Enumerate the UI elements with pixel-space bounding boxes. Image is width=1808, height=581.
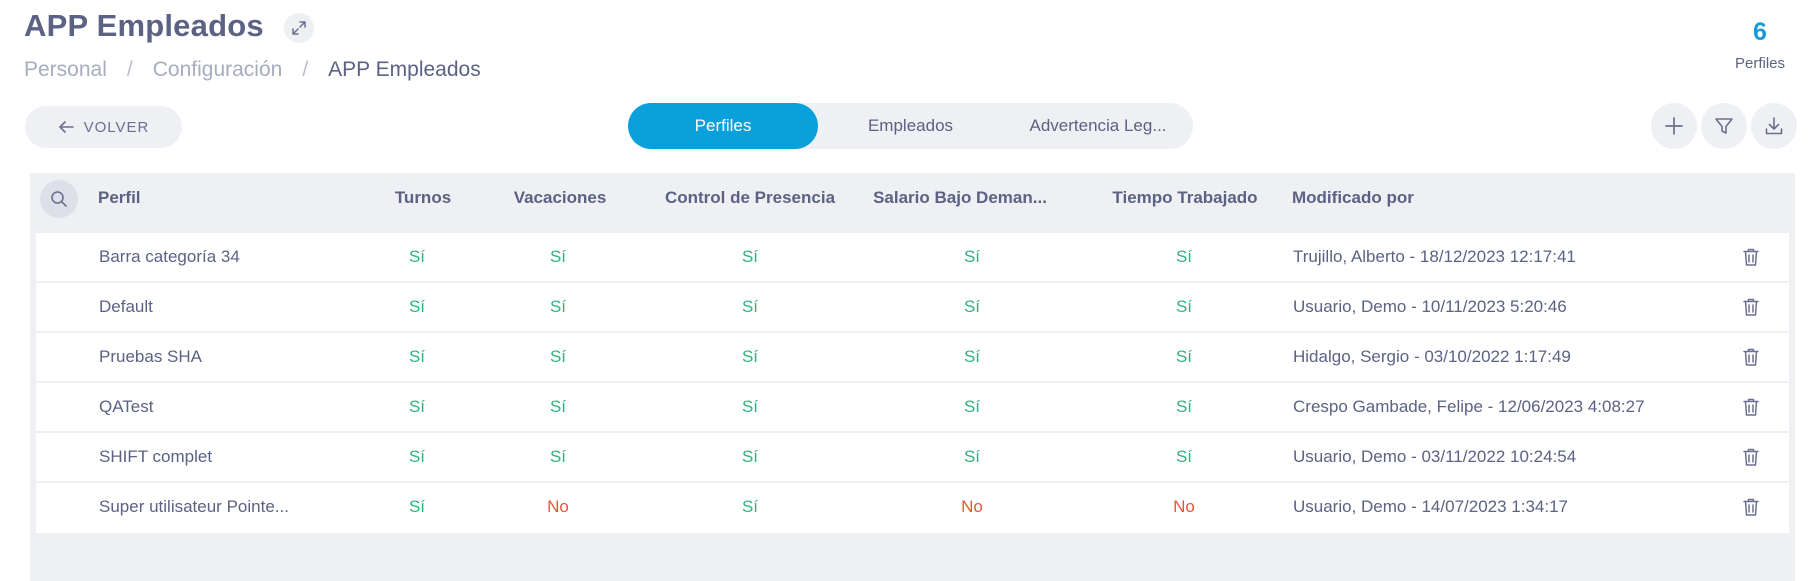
cell-modificado: Usuario, Demo - 10/11/2023 5:20:46	[1293, 297, 1567, 316]
arrow-left-icon	[58, 121, 74, 133]
cell-vacaciones: Sí	[549, 397, 567, 416]
table-body: Barra categoría 34 Sí Sí Sí Sí Sí Trujil…	[36, 233, 1789, 533]
cell-modificado: Trujillo, Alberto - 18/12/2023 12:17:41	[1293, 247, 1576, 266]
cell-modificado: Usuario, Demo - 14/07/2023 1:34:17	[1293, 497, 1569, 516]
profile-counter: 6 Perfiles	[1720, 15, 1800, 72]
cell-control: Sí	[741, 247, 759, 266]
cell-tiempo: Sí	[1175, 447, 1193, 466]
cell-tiempo: No	[1173, 497, 1195, 516]
delete-row-button[interactable]	[1740, 446, 1762, 468]
breadcrumb-configuracion[interactable]: Configuración	[152, 58, 283, 81]
trash-icon	[1743, 248, 1759, 266]
cell-turnos: Sí	[408, 397, 426, 416]
cell-vacaciones: Sí	[549, 347, 567, 366]
download-icon	[1765, 117, 1783, 135]
tab-advertencia-legal[interactable]: Advertencia Leg...	[1029, 116, 1167, 135]
table-row[interactable]: Default Sí Sí Sí Sí Sí Usuario, Demo - 1…	[36, 283, 1789, 333]
cell-control: Sí	[741, 447, 759, 466]
cell-modificado: Crespo Gambade, Felipe - 12/06/2023 4:08…	[1293, 397, 1645, 416]
cell-perfil: Default	[99, 297, 153, 316]
delete-row-button[interactable]	[1740, 496, 1762, 518]
cell-salario: No	[961, 497, 983, 516]
filter-button[interactable]	[1701, 103, 1747, 149]
breadcrumb: Personal / Configuración / APP Empleados	[24, 58, 481, 82]
cell-perfil: Super utilisateur Pointe...	[99, 497, 289, 516]
profile-count-label: Perfiles	[1734, 55, 1786, 72]
cell-turnos: Sí	[408, 247, 426, 266]
trash-icon	[1743, 448, 1759, 466]
table-row[interactable]: Pruebas SHA Sí Sí Sí Sí Sí Hidalgo, Serg…	[36, 333, 1789, 383]
plus-icon	[1665, 117, 1683, 135]
cell-tiempo: Sí	[1175, 347, 1193, 366]
cell-tiempo: Sí	[1175, 247, 1193, 266]
cell-tiempo: Sí	[1175, 297, 1193, 316]
back-button[interactable]: VOLVER	[25, 106, 182, 148]
table-row[interactable]: Barra categoría 34 Sí Sí Sí Sí Sí Trujil…	[36, 233, 1789, 283]
breadcrumb-personal[interactable]: Personal	[24, 58, 107, 81]
delete-row-button[interactable]	[1740, 246, 1762, 268]
column-header-vacaciones[interactable]: Vacaciones	[513, 188, 607, 207]
trash-icon	[1743, 498, 1759, 516]
profile-count: 6	[1753, 18, 1767, 46]
add-button[interactable]	[1651, 103, 1697, 149]
expand-button[interactable]	[284, 13, 314, 43]
cell-modificado: Hidalgo, Sergio - 03/10/2022 1:17:49	[1293, 347, 1571, 366]
cell-salario: Sí	[963, 397, 981, 416]
trash-icon	[1743, 298, 1759, 316]
cell-vacaciones: Sí	[549, 297, 567, 316]
column-header-perfil[interactable]: Perfil	[98, 188, 141, 207]
table-row[interactable]: QATest Sí Sí Sí Sí Sí Crespo Gambade, Fe…	[36, 383, 1789, 433]
breadcrumb-separator: /	[302, 58, 309, 81]
cell-vacaciones: No	[547, 497, 569, 516]
page-title: APP Empleados	[24, 8, 264, 43]
delete-row-button[interactable]	[1740, 396, 1762, 418]
delete-row-button[interactable]	[1740, 346, 1762, 368]
cell-control: Sí	[741, 297, 759, 316]
cell-vacaciones: Sí	[549, 447, 567, 466]
cell-turnos: Sí	[408, 297, 426, 316]
filter-icon	[1715, 118, 1733, 134]
cell-vacaciones: Sí	[549, 247, 567, 266]
column-header-turnos[interactable]: Turnos	[394, 188, 452, 207]
column-header-control-presencia[interactable]: Control de Presencia	[664, 188, 836, 207]
tab-perfiles[interactable]: Perfiles	[628, 103, 818, 149]
tab-bar: Perfiles Empleados Advertencia Leg...	[628, 103, 1193, 149]
cell-modificado: Usuario, Demo - 03/11/2022 10:24:54	[1293, 447, 1577, 466]
table-search-button[interactable]	[40, 180, 78, 218]
column-header-salario[interactable]: Salario Bajo Deman...	[873, 188, 1047, 207]
table-header: Perfil Turnos Vacaciones Control de Pres…	[30, 173, 1795, 223]
cell-turnos: Sí	[408, 347, 426, 366]
profiles-table: Perfil Turnos Vacaciones Control de Pres…	[30, 173, 1795, 581]
cell-perfil: SHIFT complet	[99, 447, 213, 466]
breadcrumb-separator: /	[126, 58, 133, 81]
cell-turnos: Sí	[408, 497, 426, 516]
cell-salario: Sí	[963, 347, 981, 366]
cell-control: Sí	[741, 497, 759, 516]
delete-row-button[interactable]	[1740, 296, 1762, 318]
back-button-label: VOLVER	[83, 118, 150, 136]
cell-salario: Sí	[963, 447, 981, 466]
table-row[interactable]: SHIFT complet Sí Sí Sí Sí Sí Usuario, De…	[36, 433, 1789, 483]
trash-icon	[1743, 398, 1759, 416]
cell-control: Sí	[741, 347, 759, 366]
trash-icon	[1743, 348, 1759, 366]
column-header-tiempo-trabajado[interactable]: Tiempo Trabajado	[1112, 188, 1258, 207]
breadcrumb-current: APP Empleados	[328, 58, 481, 81]
column-header-modificado[interactable]: Modificado por	[1292, 188, 1414, 207]
cell-salario: Sí	[963, 297, 981, 316]
search-icon	[51, 191, 67, 207]
expand-icon	[292, 21, 306, 35]
cell-turnos: Sí	[408, 447, 426, 466]
cell-salario: Sí	[963, 247, 981, 266]
table-row[interactable]: Super utilisateur Pointe... Sí No Sí No …	[36, 483, 1789, 533]
cell-perfil: QATest	[99, 397, 154, 416]
download-button[interactable]	[1751, 103, 1797, 149]
cell-perfil: Pruebas SHA	[99, 347, 202, 366]
cell-control: Sí	[741, 397, 759, 416]
cell-tiempo: Sí	[1175, 397, 1193, 416]
cell-perfil: Barra categoría 34	[99, 247, 240, 266]
tab-empleados[interactable]: Empleados	[867, 116, 954, 135]
